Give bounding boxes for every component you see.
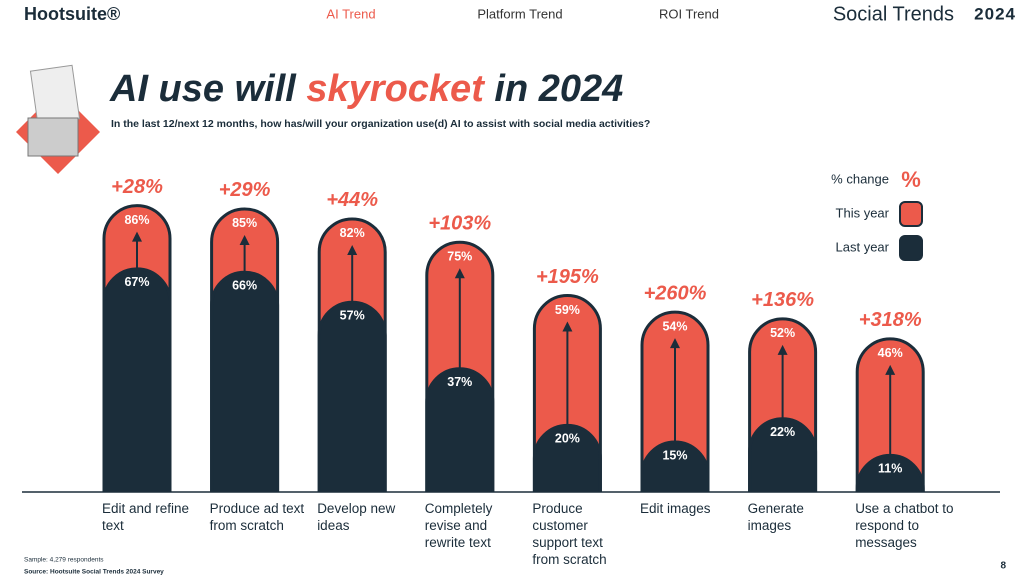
category-label: Develop new ideas	[317, 501, 396, 533]
report-year: 2024	[974, 4, 1016, 23]
title-part: in 2024	[484, 68, 623, 110]
change-label: +195%	[536, 266, 599, 288]
value-label-last-year: 15%	[662, 448, 687, 462]
legend-symbol: %	[901, 167, 921, 192]
value-label-this-year: 85%	[232, 216, 257, 230]
legend-swatch	[899, 235, 923, 261]
value-label-this-year: 82%	[340, 226, 365, 240]
category-label: Completely revise and rewrite text	[424, 501, 493, 550]
legend-label: % change	[831, 171, 889, 186]
nav-item[interactable]: Platform Trend	[477, 6, 562, 21]
plot-area	[102, 204, 925, 492]
bar-last-year	[317, 300, 387, 492]
value-label-last-year: 20%	[555, 432, 580, 446]
change-arrow-head	[347, 244, 358, 255]
bar-last-year	[102, 267, 172, 492]
category-label: Edit and refine text	[102, 501, 190, 533]
value-label-last-year: 11%	[878, 462, 902, 476]
change-arrow-head	[239, 234, 250, 245]
brand: Hootsuite®	[24, 4, 120, 24]
change-arrow-head	[132, 231, 142, 242]
hero-icon	[16, 64, 100, 174]
value-label-this-year: 46%	[878, 346, 903, 360]
value-label-this-year: 52%	[770, 326, 795, 340]
value-label-this-year: 59%	[555, 303, 580, 317]
value-label-last-year: 57%	[340, 308, 365, 322]
category-label: Produce ad text from scratch	[209, 501, 305, 533]
category-label: Produce customer support text from scrat…	[532, 501, 607, 567]
category-label: Use a chatbot to respond to messages	[855, 501, 954, 550]
legend-label: This year	[836, 205, 890, 220]
category-label: Edit images	[640, 501, 711, 516]
bar-last-year	[210, 270, 280, 492]
category-label: Generate images	[747, 501, 804, 533]
legend-swatch	[899, 201, 923, 227]
legend-label: Last year	[836, 239, 890, 254]
value-label-this-year: 54%	[662, 319, 687, 333]
change-label: +103%	[428, 213, 491, 235]
change-arrow-head	[454, 268, 465, 279]
value-label-last-year: 66%	[232, 279, 257, 293]
change-arrow-head	[777, 344, 788, 355]
change-label: +28%	[111, 176, 163, 198]
nav-item[interactable]: ROI Trend	[659, 6, 719, 21]
sample: Sample: 4,279 respondents	[24, 557, 104, 564]
value-label-last-year: 37%	[447, 375, 472, 389]
change-arrow-head	[885, 364, 896, 375]
nav-item[interactable]: AI Trend	[326, 6, 375, 21]
subtitle: In the last 12/next 12 months, how has/w…	[111, 118, 650, 130]
title-highlight: skyrocket	[306, 68, 485, 110]
change-label: +44%	[326, 189, 378, 211]
source: Source: Hootsuite Social Trends 2024 Sur…	[24, 569, 164, 576]
change-arrow-head	[670, 338, 680, 349]
page-number: 8	[1000, 561, 1006, 572]
change-label: +318%	[859, 309, 922, 331]
value-label-last-year: 22%	[770, 425, 795, 439]
value-label-last-year: 67%	[124, 275, 149, 289]
title-part: AI use will	[109, 68, 306, 110]
report-name: Social Trends	[833, 3, 954, 25]
value-label-this-year: 86%	[124, 213, 149, 227]
change-arrow-head	[562, 321, 573, 332]
change-label: +29%	[219, 179, 271, 201]
value-label-this-year: 75%	[447, 250, 472, 264]
change-label: +136%	[751, 289, 814, 311]
change-label: +260%	[644, 282, 707, 304]
title: AI use will skyrocket in 2024	[109, 68, 623, 110]
